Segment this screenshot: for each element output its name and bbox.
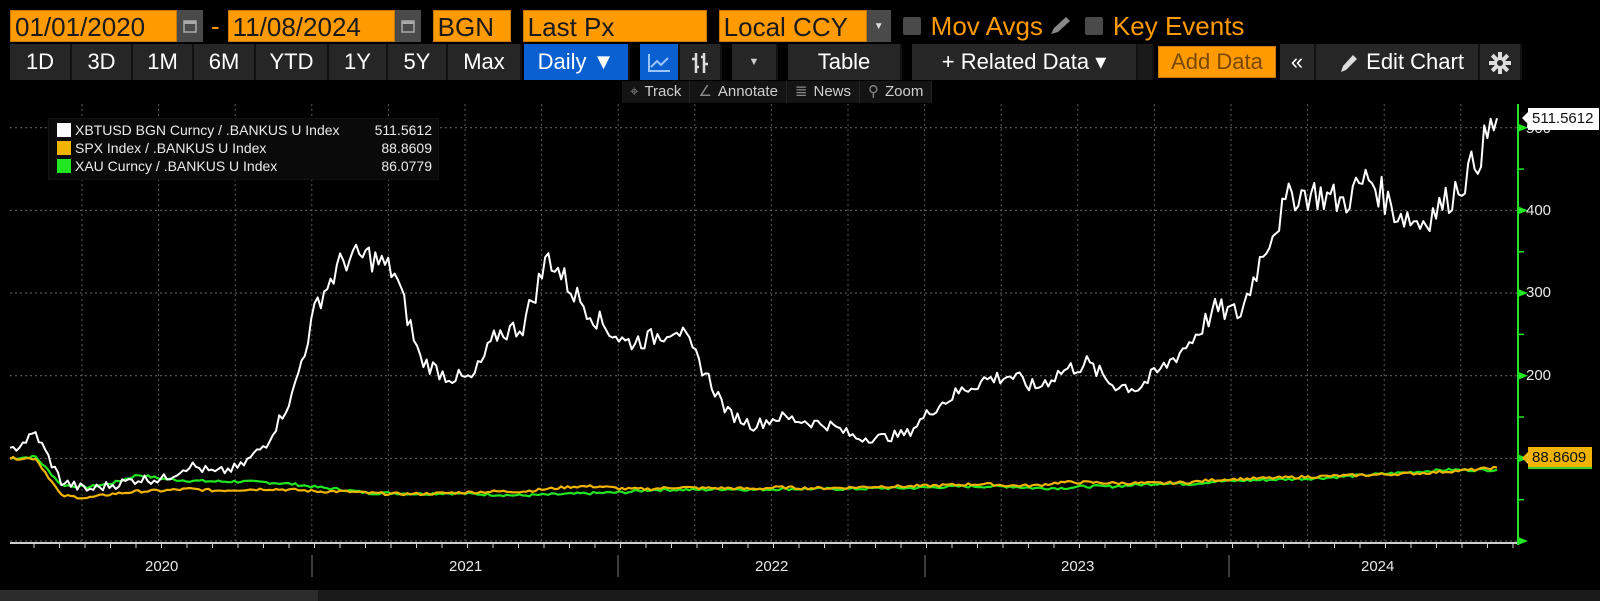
legend-series-value: 511.5612 — [374, 122, 432, 138]
add-data-input[interactable]: Add Data — [1158, 46, 1276, 78]
end-date-field[interactable]: 11/08/2024 — [227, 10, 395, 42]
period-ytd-button[interactable]: YTD — [256, 44, 329, 80]
x-year-label: 2021 — [449, 558, 483, 575]
period-5y-button[interactable]: 5Y — [388, 44, 448, 80]
key-events-label: Key Events — [1112, 10, 1245, 41]
zoom-button[interactable]: ⚲ Zoom — [860, 81, 933, 103]
period-1m-button[interactable]: 1M — [133, 44, 194, 80]
annotate-button[interactable]: ∠ Annotate — [690, 81, 787, 103]
chevron-down-icon: ▼ — [873, 20, 884, 32]
start-date-field[interactable]: 01/01/2020 — [10, 10, 177, 42]
legend-swatch — [57, 141, 71, 155]
calendar-icon — [400, 20, 415, 33]
last-value-tag-xbt: 511.5612 — [1528, 108, 1600, 130]
period-3d-button[interactable]: 3D — [72, 44, 133, 80]
collapse-button[interactable]: « — [1280, 44, 1316, 80]
x-year-label: 2020 — [145, 558, 179, 575]
chart-horizontal-scrollbar[interactable] — [0, 590, 1600, 601]
period-6m-button[interactable]: 6M — [194, 44, 256, 80]
legend-item-xbt[interactable]: XBTUSD BGN Curncy / .BANKUS U Index 511.… — [57, 121, 432, 139]
annotate-label: Annotate — [717, 83, 778, 100]
related-data-button[interactable]: + Related Data ▾ — [912, 44, 1138, 80]
gear-icon — [1489, 52, 1511, 75]
pencil-icon[interactable] — [1047, 14, 1073, 38]
currency-selector[interactable]: Local CCY — [718, 10, 867, 42]
legend-swatch — [57, 159, 71, 173]
news-icon: ≣ — [794, 83, 808, 100]
news-label: News — [813, 83, 852, 100]
y-tick-label: 300 — [1526, 284, 1552, 301]
legend-series-name: SPX Index / .BANKUS U Index — [75, 140, 267, 156]
chart-type-dropdown[interactable]: ▼ — [732, 44, 778, 80]
scrollbar-thumb[interactable] — [0, 590, 318, 601]
mov-avgs-label: Mov Avgs — [930, 10, 1043, 41]
legend-series-value: 88.8609 — [381, 140, 432, 156]
period-1d-button[interactable]: 1D — [10, 44, 72, 80]
edit-chart-button[interactable]: Edit Chart — [1316, 44, 1480, 80]
crosshair-icon: ⌖ — [630, 83, 639, 100]
legend-series-name: XBTUSD BGN Curncy / .BANKUS U Index — [75, 122, 340, 138]
news-button[interactable]: ≣ News — [787, 81, 861, 103]
series-line — [9, 117, 1498, 492]
track-button[interactable]: ⌖ Track — [622, 81, 691, 103]
mov-avgs-checkbox[interactable] — [902, 17, 921, 35]
date-range-separator: - — [211, 10, 220, 41]
period-1y-button[interactable]: 1Y — [329, 44, 388, 80]
last-value-tag-spx: 88.8609 — [1528, 447, 1593, 469]
key-events-checkbox[interactable] — [1084, 17, 1103, 35]
table-button[interactable]: Table — [788, 44, 902, 80]
legend-item-xau[interactable]: XAU Curncy / .BANKUS U Index 86.0779 — [57, 157, 432, 175]
magnifier-icon: ⚲ — [868, 83, 880, 100]
line-chart-icon — [648, 54, 670, 73]
legend-swatch — [57, 123, 71, 137]
bar-chart-button[interactable] — [680, 44, 722, 80]
chevron-down-icon: ▼ — [748, 56, 760, 68]
x-year-label: 2024 — [1361, 558, 1395, 575]
chart-legend: XBTUSD BGN Curncy / .BANKUS U Index 511.… — [48, 118, 439, 180]
x-year-label: 2022 — [755, 558, 789, 575]
chart-settings-row: 01/01/2020 - 11/08/2024 BGN Last Px Loca… — [10, 10, 1244, 42]
calendar-icon — [183, 20, 197, 33]
ohlc-bars-icon — [692, 53, 708, 74]
line-chart-button[interactable] — [640, 44, 680, 80]
chart-toolbar: 1D 3D 1M 6M YTD 1Y 5Y Max Daily ▼ ▼ Tabl… — [10, 44, 1522, 80]
chart-interaction-toolbar: ⌖ Track ∠ Annotate ≣ News ⚲ Zoom — [622, 81, 933, 103]
track-label: Track — [644, 83, 682, 100]
y-tick-label: 200 — [1526, 367, 1552, 384]
x-year-label: 2023 — [1061, 558, 1095, 575]
start-date-calendar-button[interactable] — [177, 10, 203, 42]
currency-dropdown-button[interactable]: ▼ — [866, 10, 891, 42]
legend-series-value: 86.0779 — [381, 158, 432, 174]
annotate-icon: ∠ — [698, 83, 712, 100]
legend-series-name: XAU Curncy / .BANKUS U Index — [75, 158, 278, 174]
series-line — [9, 454, 1498, 498]
settings-button[interactable] — [1480, 44, 1522, 80]
series-line — [9, 455, 1498, 500]
zoom-label: Zoom — [885, 83, 924, 100]
pencil-icon — [1341, 55, 1358, 73]
toolbar-spacer — [1138, 44, 1154, 80]
y-tick-label: 400 — [1526, 202, 1552, 219]
legend-item-spx[interactable]: SPX Index / .BANKUS U Index 88.8609 — [57, 139, 432, 157]
pricing-source-field[interactable]: BGN — [432, 10, 511, 42]
field-selector[interactable]: Last Px — [522, 10, 707, 42]
edit-chart-label: Edit Chart — [1366, 49, 1464, 74]
period-max-button[interactable]: Max — [448, 44, 522, 80]
frequency-dropdown[interactable]: Daily ▼ — [524, 44, 630, 80]
end-date-calendar-button[interactable] — [394, 10, 421, 42]
